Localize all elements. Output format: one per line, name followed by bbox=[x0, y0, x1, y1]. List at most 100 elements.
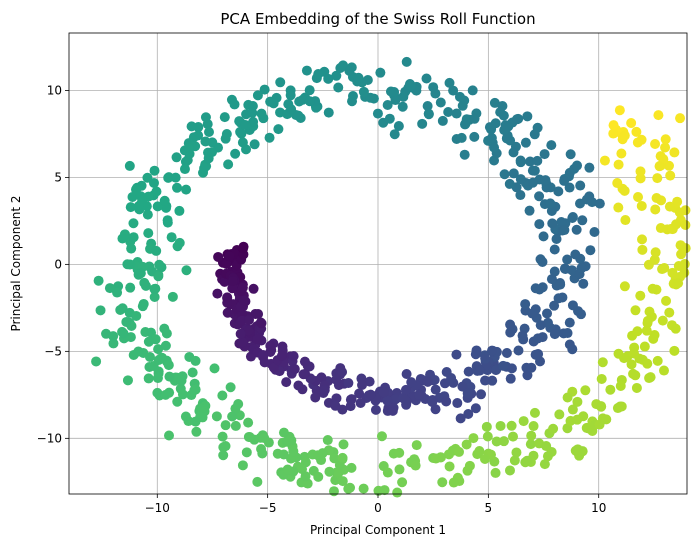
data-point bbox=[596, 401, 607, 412]
data-point bbox=[613, 159, 624, 170]
data-point bbox=[527, 177, 538, 188]
data-point bbox=[390, 95, 401, 106]
data-point bbox=[589, 227, 600, 238]
data-point bbox=[444, 461, 455, 472]
data-point bbox=[672, 196, 683, 207]
data-point bbox=[207, 147, 218, 158]
data-point bbox=[230, 420, 241, 431]
data-point bbox=[635, 166, 646, 177]
data-point bbox=[365, 389, 376, 400]
data-point bbox=[661, 295, 672, 306]
data-point bbox=[108, 338, 119, 349]
data-point bbox=[268, 98, 279, 109]
data-point bbox=[487, 375, 498, 386]
data-point bbox=[143, 228, 154, 239]
data-point bbox=[511, 447, 522, 458]
data-point bbox=[389, 129, 400, 140]
data-point bbox=[365, 92, 376, 103]
data-point bbox=[495, 420, 506, 431]
data-point bbox=[406, 377, 417, 388]
data-point bbox=[549, 244, 560, 255]
data-point bbox=[118, 328, 129, 339]
data-point bbox=[517, 330, 528, 341]
data-point bbox=[343, 378, 354, 389]
data-point bbox=[127, 191, 138, 202]
data-point bbox=[183, 143, 194, 154]
data-point bbox=[263, 437, 274, 448]
data-point bbox=[635, 290, 646, 301]
data-point bbox=[669, 345, 680, 356]
data-point bbox=[642, 358, 653, 369]
data-point bbox=[217, 431, 228, 442]
data-point bbox=[529, 407, 540, 418]
data-point bbox=[530, 349, 541, 360]
y-tick-label: 0 bbox=[54, 257, 62, 271]
data-point bbox=[112, 287, 123, 298]
data-point bbox=[522, 111, 533, 122]
data-point bbox=[288, 446, 299, 457]
data-point bbox=[664, 160, 674, 171]
data-point bbox=[353, 72, 364, 83]
data-point bbox=[489, 97, 500, 108]
data-point bbox=[448, 477, 459, 488]
data-point bbox=[316, 372, 327, 383]
data-point bbox=[166, 232, 177, 243]
data-point bbox=[509, 455, 520, 466]
data-point bbox=[594, 198, 605, 209]
data-point bbox=[549, 300, 560, 311]
data-point bbox=[152, 201, 163, 212]
data-point bbox=[122, 375, 133, 386]
data-point bbox=[443, 449, 454, 460]
data-point bbox=[614, 105, 625, 116]
data-point bbox=[151, 186, 162, 197]
data-point bbox=[154, 259, 165, 270]
data-point bbox=[659, 263, 670, 274]
data-point bbox=[461, 439, 472, 450]
data-point bbox=[163, 360, 174, 371]
data-point bbox=[252, 90, 263, 101]
data-point bbox=[626, 359, 637, 370]
data-point bbox=[324, 466, 335, 477]
data-point bbox=[159, 195, 170, 206]
data-point bbox=[455, 413, 466, 424]
y-axis-label: Principal Component 2 bbox=[9, 195, 23, 331]
data-point bbox=[144, 351, 155, 362]
data-point bbox=[599, 155, 610, 166]
data-point bbox=[370, 404, 381, 415]
data-point bbox=[649, 254, 660, 265]
data-point bbox=[641, 325, 652, 336]
data-point bbox=[301, 65, 312, 76]
data-point bbox=[398, 91, 409, 102]
chart-title: PCA Embedding of the Swiss Roll Function bbox=[220, 10, 535, 28]
data-point bbox=[501, 133, 512, 144]
data-point bbox=[338, 439, 349, 450]
data-point bbox=[237, 337, 248, 348]
data-point bbox=[490, 467, 501, 478]
data-point bbox=[355, 398, 366, 408]
data-point bbox=[224, 251, 235, 262]
data-point bbox=[139, 277, 150, 288]
data-point bbox=[657, 315, 668, 326]
data-point bbox=[227, 276, 238, 287]
data-point bbox=[459, 149, 470, 160]
data-point bbox=[286, 104, 297, 115]
data-point bbox=[498, 360, 509, 371]
data-point bbox=[400, 394, 411, 405]
data-point bbox=[240, 120, 251, 131]
data-point bbox=[437, 477, 448, 488]
data-point bbox=[258, 350, 269, 361]
data-point bbox=[577, 215, 588, 226]
data-point bbox=[357, 380, 368, 391]
data-point bbox=[669, 147, 680, 158]
data-point bbox=[151, 245, 162, 256]
data-point bbox=[223, 159, 234, 170]
data-point bbox=[237, 282, 248, 293]
data-point bbox=[620, 215, 631, 226]
data-point bbox=[508, 431, 519, 442]
data-point bbox=[238, 295, 249, 306]
data-point bbox=[562, 328, 573, 339]
data-point bbox=[515, 190, 526, 201]
data-point bbox=[526, 430, 537, 441]
data-point bbox=[176, 375, 187, 386]
data-point bbox=[480, 375, 491, 386]
